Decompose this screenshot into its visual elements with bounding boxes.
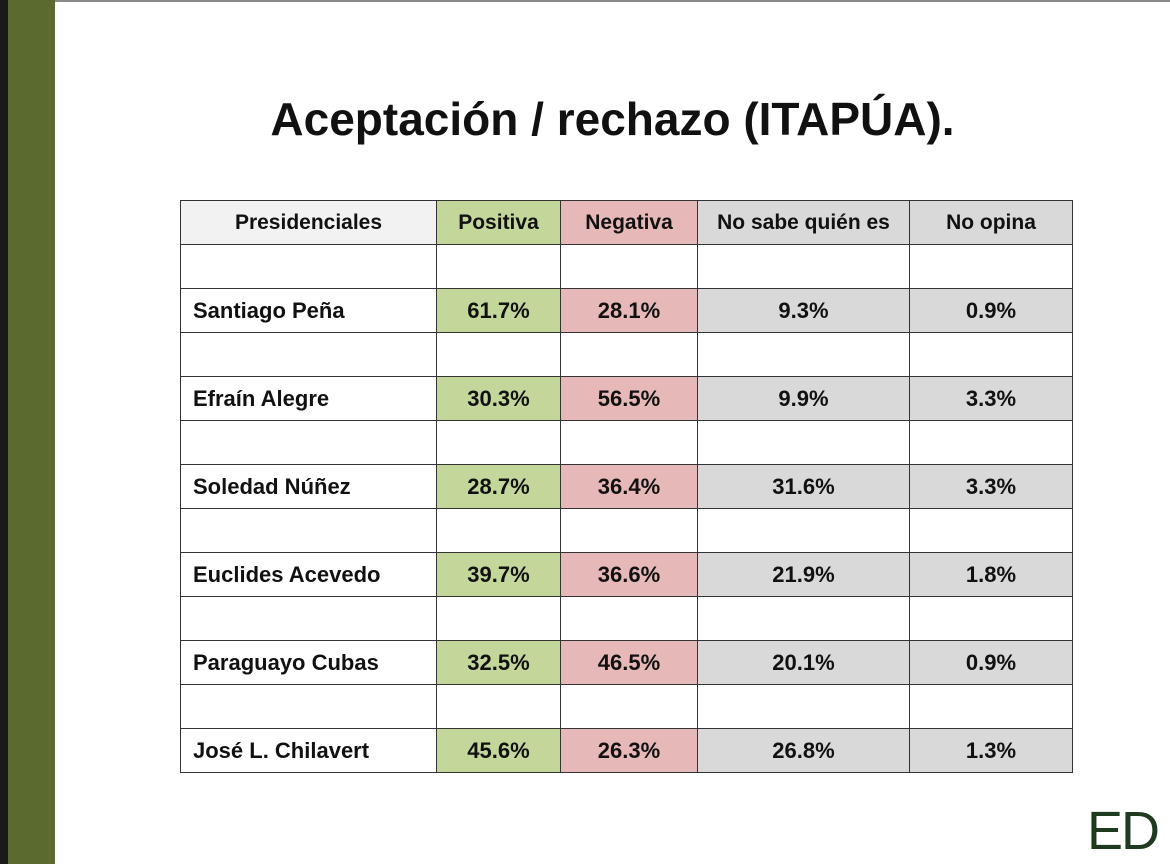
spacer-cell — [697, 508, 910, 553]
title: Aceptación / rechazo (ITAPÚA). — [270, 93, 955, 145]
percent-cell: 46.5% — [560, 640, 698, 685]
percent-cell: 36.6% — [560, 552, 698, 597]
column-header: Negativa — [560, 200, 698, 245]
percent-cell: 32.5% — [436, 640, 561, 685]
spacer-row — [180, 596, 1073, 641]
percent-cell: 3.3% — [909, 376, 1073, 421]
spacer-cell — [697, 596, 910, 641]
spacer-row — [180, 684, 1073, 729]
spacer-cell — [436, 508, 561, 553]
spacer-cell — [560, 244, 698, 289]
data-row: Euclides Acevedo 39.7% 36.6% 21.9% 1.8% — [180, 552, 1073, 597]
spacer-cell — [560, 684, 698, 729]
spacer-cell — [909, 596, 1073, 641]
percent-cell: 20.1% — [697, 640, 910, 685]
percent-cell: 28.1% — [560, 288, 698, 333]
spacer-cell — [180, 596, 437, 641]
spacer-cell — [436, 596, 561, 641]
percent-cell: 26.3% — [560, 728, 698, 773]
header-row: Presidenciales Positiva Negativa No sabe qu… — [180, 200, 1073, 245]
spacer-cell — [436, 244, 561, 289]
candidate-name: José L. Chilavert — [180, 728, 437, 773]
column-header: No sabe quién es — [697, 200, 910, 245]
spacer-cell — [560, 508, 698, 553]
spacer-cell — [909, 684, 1073, 729]
spacer-cell — [436, 684, 561, 729]
percent-cell: 31.6% — [697, 464, 910, 509]
data-row: Efraín Alegre 30.3% 56.5% 9.9% 3.3% — [180, 376, 1073, 421]
percent-cell: 26.8% — [697, 728, 910, 773]
column-header: Presidenciales — [180, 200, 437, 245]
candidate-name: Efraín Alegre — [180, 376, 437, 421]
side-bar — [8, 0, 55, 864]
percent-cell: 1.3% — [909, 728, 1073, 773]
top-border — [55, 0, 1170, 2]
spacer-cell — [697, 684, 910, 729]
percent-cell: 9.9% — [697, 376, 910, 421]
percent-cell: 56.5% — [560, 376, 698, 421]
percent-cell: 28.7% — [436, 464, 561, 509]
spacer-row — [180, 244, 1073, 289]
percent-cell: 3.3% — [909, 464, 1073, 509]
column-header: Positiva — [436, 200, 561, 245]
percent-cell: 36.4% — [560, 464, 698, 509]
percent-cell: 0.9% — [909, 640, 1073, 685]
percent-cell: 30.3% — [436, 376, 561, 421]
percent-cell: 0.9% — [909, 288, 1073, 333]
candidate-name: Paraguayo Cubas — [180, 640, 437, 685]
spacer-cell — [180, 420, 437, 465]
spacer-cell — [180, 244, 437, 289]
spacer-cell — [180, 332, 437, 377]
percent-cell: 45.6% — [436, 728, 561, 773]
spacer-row — [180, 420, 1073, 465]
percent-cell: 39.7% — [436, 552, 561, 597]
column-header: No opina — [909, 200, 1073, 245]
spacer-cell — [697, 332, 910, 377]
spacer-cell — [180, 684, 437, 729]
data-row: José L. Chilavert 45.6% 26.3% 26.8% 1.3% — [180, 728, 1073, 773]
spacer-cell — [436, 420, 561, 465]
spacer-cell — [560, 332, 698, 377]
percent-cell: 1.8% — [909, 552, 1073, 597]
data-row: Paraguayo Cubas 32.5% 46.5% 20.1% 0.9% — [180, 640, 1073, 685]
spacer-cell — [909, 508, 1073, 553]
results-table: Presidenciales Positiva Negativa No sabe qu… — [180, 200, 1073, 773]
data-row: Santiago Peña 61.7% 28.1% 9.3% 0.9% — [180, 288, 1073, 333]
candidate-name: Euclides Acevedo — [180, 552, 437, 597]
candidate-name: Soledad Núñez — [180, 464, 437, 509]
spacer-cell — [560, 596, 698, 641]
spacer-cell — [909, 244, 1073, 289]
spacer-row — [180, 332, 1073, 377]
percent-cell: 61.7% — [436, 288, 561, 333]
spacer-cell — [697, 420, 910, 465]
data-row: Soledad Núñez 28.7% 36.4% 31.6% 3.3% — [180, 464, 1073, 509]
percent-cell: 21.9% — [697, 552, 910, 597]
spacer-cell — [909, 420, 1073, 465]
spacer-cell — [560, 420, 698, 465]
percent-cell: 9.3% — [697, 288, 910, 333]
spacer-cell — [909, 332, 1073, 377]
logo: ED — [1086, 801, 1160, 861]
spacer-row — [180, 508, 1073, 553]
spacer-cell — [697, 244, 910, 289]
spacer-cell — [436, 332, 561, 377]
candidate-name: Santiago Peña — [180, 288, 437, 333]
spacer-cell — [180, 508, 437, 553]
frame-edge — [0, 0, 8, 864]
